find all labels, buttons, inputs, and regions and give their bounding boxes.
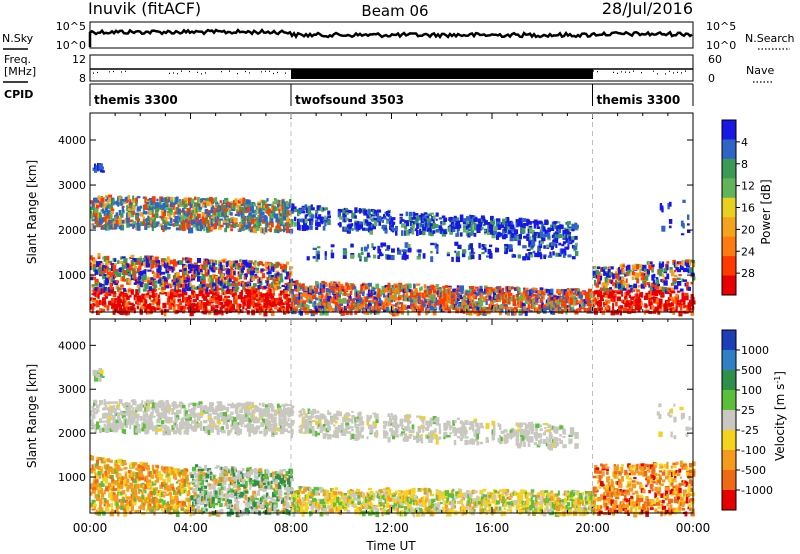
nsky-trace xyxy=(88,28,693,47)
nsky-strip: N.Sky 10^5 10^0 10^5 10^0 N.Search xyxy=(2,20,795,52)
velocity-panel: 1000 2000 3000 4000 Slant Range [km] xyxy=(25,318,696,518)
cpid-segment-label: themis 3300 xyxy=(597,93,681,107)
x-tick-label: 16:00 xyxy=(475,521,510,535)
y-tick-label: 3000 xyxy=(58,383,86,396)
velocity-colorbar-label: Velocity [m s-1] xyxy=(773,371,787,461)
y-tick-label: 3000 xyxy=(58,179,86,192)
power-ylabel: Slant Range [km] xyxy=(25,160,39,264)
nsearch-tick-top: 10^5 xyxy=(706,20,736,33)
y-tick-label: 2000 xyxy=(58,427,86,440)
freq-strip: Freq. [MHz] 12 8 60 0 Nave xyxy=(3,53,774,85)
y-tick-label: 4000 xyxy=(58,134,86,147)
velocity-colorbar: 1000 500 100 25 -25 -100 -500 -1000 Velocity [m… xyxy=(721,329,787,511)
freq-label-bottom: [MHz] xyxy=(4,65,36,78)
colorbar-tick: 25 xyxy=(741,404,755,417)
colorbar-tick: 8 xyxy=(741,158,748,171)
power-colorbar-label: Power [dB] xyxy=(759,179,773,244)
nsky-tick-top: 10^5 xyxy=(56,20,86,33)
x-tick-label: 20:00 xyxy=(575,521,610,535)
colorbar-tick: 1000 xyxy=(741,344,769,357)
velocity-ylabel: Slant Range [km] xyxy=(25,364,39,468)
y-tick-label: 1000 xyxy=(58,269,86,282)
x-tick-label: 04:00 xyxy=(173,521,208,535)
colorbar-tick: 100 xyxy=(741,384,762,397)
colorbar-tick: 16 xyxy=(741,202,755,215)
cpid-bar: CPID themis 3300 twofsound 3503 themis 330… xyxy=(4,83,694,107)
x-tick-label: 08:00 xyxy=(274,521,309,535)
station-title: Inuvik (fitACF) xyxy=(88,0,201,18)
colorbar-tick: 20 xyxy=(741,223,755,236)
nave-tick-bottom: 0 xyxy=(708,72,715,85)
x-axis: 00:00 04:00 08:00 12:00 16:00 20:00 00:00 xyxy=(73,521,711,535)
freq-tick-top: 12 xyxy=(72,53,86,66)
nsearch-label: N.Search xyxy=(745,32,795,45)
cpid-segment-label: twofsound 3503 xyxy=(295,93,404,107)
x-tick-label: 12:00 xyxy=(374,521,409,535)
colorbar-tick: -100 xyxy=(741,444,766,457)
colorbar-tick: 28 xyxy=(741,267,755,280)
nave-tick-top: 60 xyxy=(708,53,722,66)
power-panel: 1000 2000 3000 4000 Slant Range [km] xyxy=(25,112,696,317)
y-tick-label: 4000 xyxy=(58,339,86,352)
x-axis-label: Time UT xyxy=(365,539,416,553)
colorbar-tick: 12 xyxy=(741,180,755,193)
nsearch-tick-bottom: 10^0 xyxy=(706,39,736,52)
nsky-tick-bottom: 10^0 xyxy=(56,39,86,52)
power-colorbar: 4 8 12 16 20 24 28 Power [dB] xyxy=(721,119,773,296)
beam-title: Beam 06 xyxy=(361,2,428,20)
y-tick-label: 1000 xyxy=(58,471,86,484)
date-title: 28/Jul/2016 xyxy=(602,0,693,18)
nsky-label: N.Sky xyxy=(2,32,34,45)
colorbar-tick: 24 xyxy=(741,245,755,258)
y-tick-label: 2000 xyxy=(58,224,86,237)
colorbar-tick: -1000 xyxy=(741,484,773,497)
colorbar-tick: 500 xyxy=(741,364,762,377)
nave-label: Nave xyxy=(746,64,774,77)
cpid-label: CPID xyxy=(4,88,33,101)
cpid-segment-label: themis 3300 xyxy=(94,93,178,107)
x-tick-label: 00:00 xyxy=(676,521,711,535)
freq-tick-bottom: 8 xyxy=(79,72,86,85)
freq-label-top: Freq. xyxy=(4,53,31,66)
colorbar-tick: -25 xyxy=(741,424,759,437)
nave-dots xyxy=(93,70,686,75)
x-tick-label: 00:00 xyxy=(73,521,108,535)
nave-block xyxy=(291,69,593,79)
colorbar-tick: -500 xyxy=(741,464,766,477)
colorbar-tick: 4 xyxy=(741,136,748,149)
